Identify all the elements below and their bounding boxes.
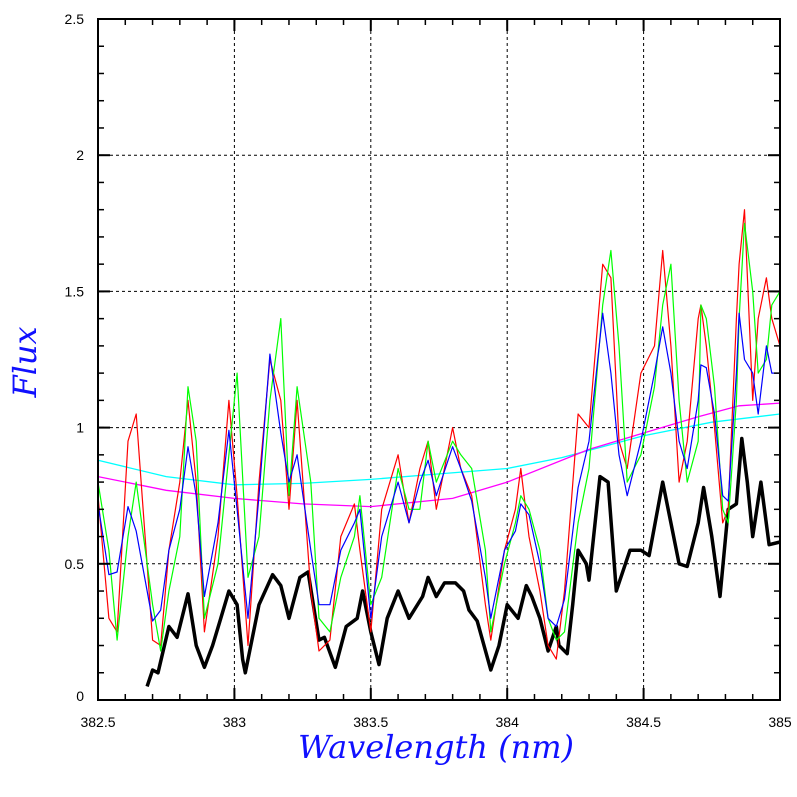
x-axis-label: Wavelength (nm) [298, 728, 574, 766]
x-tick-label: 383 [223, 714, 247, 730]
grid-lines [98, 19, 780, 700]
x-tick-label: 384.5 [626, 714, 661, 730]
x-tick-label: 384 [496, 714, 520, 730]
x-tick-labels: 382.5 383 383.5 384 384.5 385 [80, 714, 791, 730]
y-axis-label: Flux [6, 326, 44, 398]
black-series-line [145, 436, 781, 687]
y-tick-label: 2.5 [65, 11, 85, 27]
y-tick-labels: 0 0.5 1 1.5 2 2.5 [65, 11, 85, 704]
y-tick-label: 2 [76, 147, 84, 163]
magenta-curve [97, 402, 781, 508]
x-tick-label: 383.5 [353, 714, 388, 730]
green-series-line [97, 222, 781, 652]
x-tick-label: 382.5 [80, 714, 115, 730]
axis-ticks [97, 18, 781, 701]
data-series [97, 209, 781, 687]
plot-frame [97, 18, 781, 701]
y-tick-label: 0 [76, 688, 84, 704]
blue-series-line [97, 312, 780, 628]
y-tick-label: 1.5 [65, 283, 85, 299]
y-tick-label: 0.5 [65, 556, 85, 572]
x-tick-label: 385 [768, 714, 792, 730]
y-tick-label: 1 [76, 420, 84, 436]
